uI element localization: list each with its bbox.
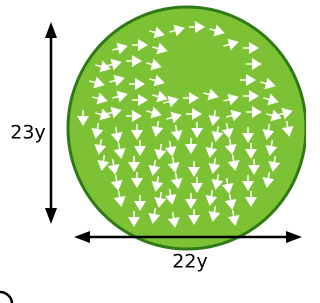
height-label: 23y [10,122,45,144]
height-arrowhead-bottom [45,208,57,224]
width-label: 22y [172,251,207,273]
diagram: 23y 22y [0,0,306,303]
circle [68,7,306,249]
page: 23y 22y (() => { const data = JSON.parse… [0,0,320,303]
width-arrowhead-right [286,231,302,243]
width-arrowhead-left [74,231,90,243]
corner-arc [0,292,12,303]
height-arrowhead-top [45,22,57,38]
